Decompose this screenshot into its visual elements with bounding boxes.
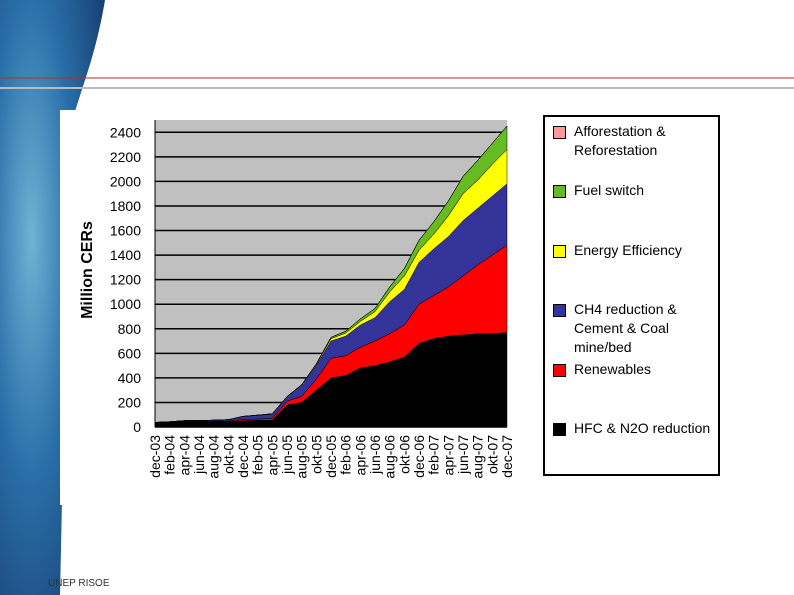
legend-entry: Renewables — [553, 360, 718, 379]
x-tick-label: jun-07 — [455, 435, 471, 475]
x-tick-label: apr-06 — [352, 435, 368, 476]
x-tick-label: dec-06 — [411, 435, 427, 478]
x-tick-label: aug-04 — [206, 435, 222, 479]
legend-swatch — [553, 126, 566, 139]
y-axis-title: Million CERs — [79, 221, 96, 319]
x-tick-label: dec-07 — [499, 435, 515, 478]
legend-swatch — [553, 304, 566, 317]
area — [154, 125, 508, 423]
legend-swatch — [553, 185, 566, 198]
x-tick-label: apr-07 — [440, 435, 456, 476]
legend-entry: Afforestation & Reforestation — [553, 122, 718, 160]
x-tick-label: okt-04 — [220, 435, 236, 474]
legend-entry: Fuel switch — [553, 181, 718, 200]
x-tick-label: feb-04 — [162, 435, 178, 475]
y-tick-label: 1200 — [110, 272, 141, 288]
legend-label: Energy Efficiency — [574, 242, 682, 258]
legend-label: CH4 reduction & Cement & Coal mine/bed — [574, 301, 677, 355]
footer: UNEP RISOE — [48, 578, 110, 589]
x-tick-label: okt-06 — [396, 435, 412, 474]
y-tick-label: 1000 — [110, 296, 141, 312]
y-tick-label: 800 — [118, 321, 142, 337]
x-tick-label: aug-06 — [382, 435, 398, 479]
y-tick-label: 2200 — [110, 149, 141, 165]
legend-swatch — [553, 423, 566, 436]
y-tick-label: 2400 — [110, 124, 141, 140]
background-texture — [0, 0, 105, 595]
x-tick-label: jun-04 — [191, 435, 207, 475]
legend-entry: HFC & N2O reduction — [553, 419, 718, 438]
legend-label: Fuel switch — [574, 182, 645, 198]
legend: Afforestation & Reforestation Fuel switch… — [543, 115, 720, 476]
x-tick-label: aug-07 — [470, 435, 486, 479]
legend-entry: CH4 reduction & Cement & Coal mine/bed — [553, 300, 718, 357]
x-tick-label: feb-07 — [426, 435, 442, 475]
x-tick-label: dec-03 — [147, 435, 163, 478]
x-tick-label: jun-06 — [367, 435, 383, 475]
x-tick-label: jun-05 — [279, 435, 295, 475]
x-tick-label: apr-04 — [176, 435, 192, 476]
legend-swatch — [553, 245, 566, 258]
x-tick-label: dec-04 — [235, 435, 251, 478]
legend-label: HFC & N2O reduction — [574, 420, 711, 436]
x-tick-label: okt-07 — [484, 435, 500, 474]
y-tick-label: 400 — [118, 370, 142, 386]
y-tick-label: 1800 — [110, 198, 141, 214]
y-tick-label: 200 — [118, 394, 142, 410]
x-tick-label: feb-06 — [338, 435, 354, 475]
y-tick-label: 0 — [133, 419, 141, 435]
legend-swatch — [553, 364, 566, 377]
legend-label: Renewables — [574, 361, 652, 377]
x-tick-label: aug-05 — [294, 435, 310, 479]
x-tick-label: okt-05 — [308, 435, 324, 474]
y-tick-label: 1600 — [110, 223, 141, 239]
legend-entry: Energy Efficiency — [553, 241, 718, 260]
chart: Million CERs 0 200 400 600 800 1000 1200 1400 16… — [79, 120, 515, 479]
x-tick-label: feb-05 — [250, 435, 266, 475]
y-tick-label: 600 — [118, 345, 142, 361]
y-tick-label: 2000 — [110, 173, 141, 189]
x-tick-label: apr-05 — [264, 435, 280, 476]
legend-label: Afforestation & Reforestation — [574, 123, 666, 158]
y-tick-label: 1400 — [110, 247, 141, 263]
x-tick-label: dec-05 — [323, 435, 339, 478]
